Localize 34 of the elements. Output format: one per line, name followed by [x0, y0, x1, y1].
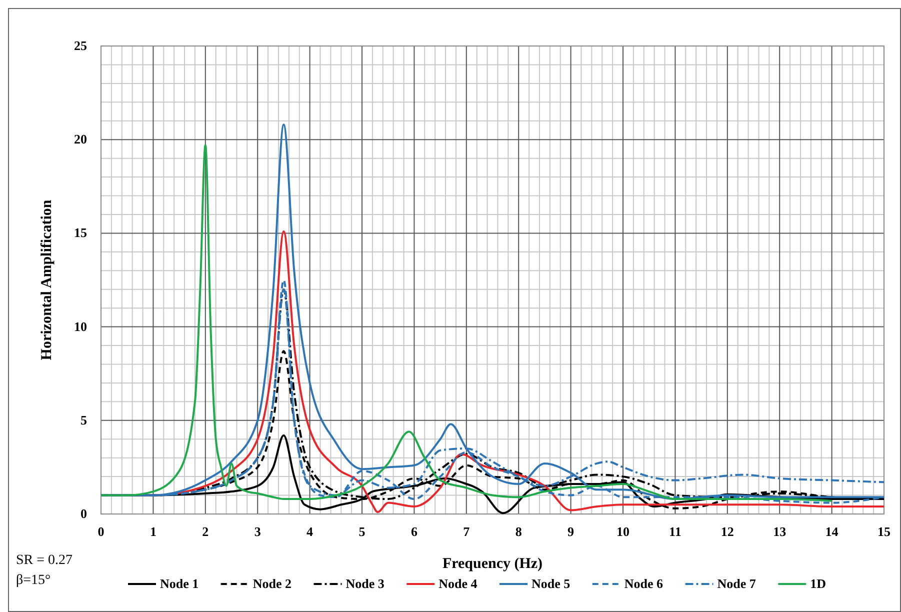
- legend-label: Node 6: [624, 576, 664, 591]
- x-tick-label: 2: [202, 524, 209, 539]
- x-tick-label: 6: [410, 524, 418, 539]
- text: β=15°: [16, 573, 51, 588]
- y-tick-label: 20: [74, 132, 87, 147]
- legend-label: Node 7: [717, 576, 756, 591]
- x-tick-label: 7: [463, 524, 470, 539]
- text: SR = 0.27: [16, 553, 73, 568]
- x-tick-label: 5: [358, 524, 366, 539]
- y-axis-title: Horizontal Amplification: [39, 199, 55, 360]
- x-tick-label: 8: [515, 524, 522, 539]
- x-tick-label: 11: [669, 524, 682, 539]
- x-tick-label: 1: [150, 524, 156, 539]
- x-tick-label: 3: [254, 524, 262, 539]
- y-tick-label: 25: [74, 38, 88, 53]
- y-tick-label: 10: [74, 318, 87, 334]
- legend-label: Node 5: [532, 576, 571, 591]
- x-tick-label: 0: [98, 524, 104, 539]
- x-axis-title: Frequency (Hz): [442, 556, 543, 572]
- y-tick-label: 15: [74, 225, 88, 240]
- x-tick-label: 10: [616, 524, 630, 539]
- legend-label: Node 2: [252, 576, 292, 591]
- legend-label: Node 3: [346, 576, 385, 591]
- x-tick-label: 13: [773, 524, 787, 539]
- x-tick-label: 15: [878, 524, 891, 539]
- x-tick-label: 4: [306, 524, 314, 539]
- legend-label: Node 1: [160, 576, 199, 591]
- legend-label: 1D: [810, 576, 826, 591]
- x-tick-label: 9: [568, 524, 575, 539]
- y-tick-label: 0: [80, 506, 87, 521]
- x-tick-label: 14: [825, 524, 839, 539]
- y-tick-label: 5: [80, 412, 88, 428]
- legend-label: Node 4: [438, 576, 478, 591]
- x-tick-label: 12: [720, 524, 734, 539]
